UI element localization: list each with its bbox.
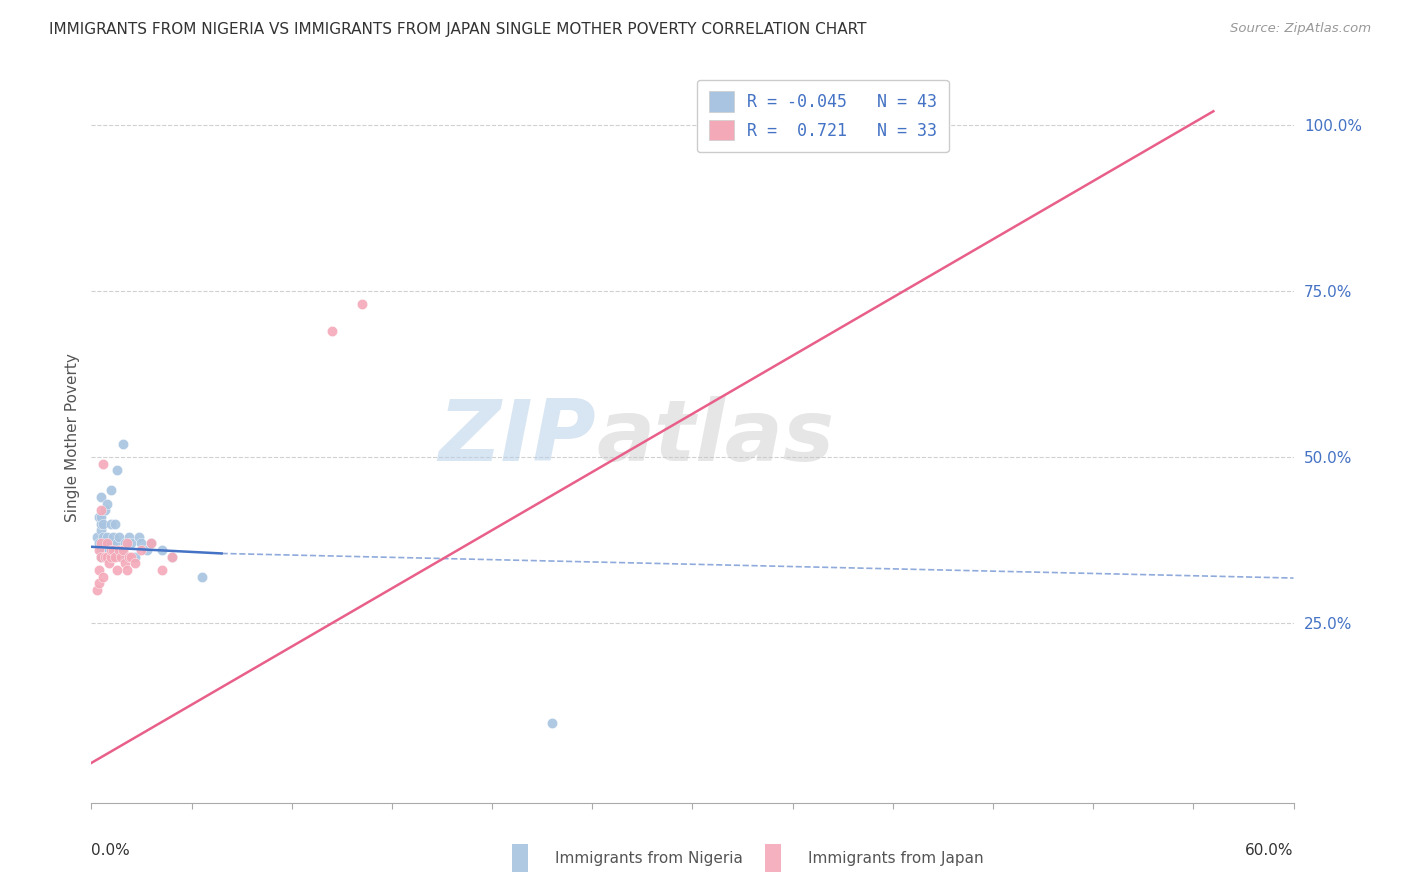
Text: 60.0%: 60.0%: [1246, 843, 1294, 858]
Point: [100, 483, 122, 498]
Point: [98, 557, 121, 571]
Point: [121, 536, 143, 550]
Point: [128, 530, 150, 544]
Point: [90, 549, 112, 564]
Point: [90, 509, 112, 524]
Point: [93, 530, 115, 544]
Point: [107, 463, 129, 477]
Point: [89, 509, 111, 524]
Point: [136, 543, 159, 558]
Text: ZIP: ZIP: [439, 395, 596, 479]
Point: [89, 576, 111, 591]
Point: [94, 536, 117, 550]
Point: [131, 536, 153, 550]
Point: [104, 516, 127, 531]
Point: [150, 543, 173, 558]
Point: [160, 549, 183, 564]
Text: Immigrants from Nigeria: Immigrants from Nigeria: [555, 851, 744, 865]
Point: [89, 563, 111, 577]
Point: [107, 536, 129, 550]
Point: [103, 530, 125, 544]
Point: [104, 543, 127, 558]
Point: [110, 549, 132, 564]
Point: [90, 543, 112, 558]
Point: [90, 490, 112, 504]
Point: [104, 549, 127, 564]
Point: [118, 549, 141, 564]
Point: [321, 324, 343, 338]
Point: [86, 582, 108, 597]
Point: [90, 536, 112, 550]
Point: [131, 543, 153, 558]
Point: [160, 549, 183, 564]
Point: [124, 549, 146, 564]
Text: atlas: atlas: [596, 395, 834, 479]
Point: [108, 543, 131, 558]
Point: [96, 497, 118, 511]
Point: [90, 503, 112, 517]
Point: [110, 543, 132, 558]
Point: [90, 523, 112, 537]
Point: [100, 549, 122, 564]
Point: [107, 563, 129, 577]
Point: [118, 530, 141, 544]
Legend: R = -0.045   N = 43, R =  0.721   N = 33: R = -0.045 N = 43, R = 0.721 N = 33: [697, 79, 949, 152]
Point: [96, 536, 118, 550]
Point: [117, 563, 139, 577]
Point: [103, 543, 125, 558]
Point: [112, 436, 135, 450]
Point: [93, 516, 115, 531]
Point: [114, 536, 136, 550]
Text: Immigrants from Japan: Immigrants from Japan: [808, 851, 984, 865]
Y-axis label: Single Mother Poverty: Single Mother Poverty: [65, 352, 80, 522]
Text: IMMIGRANTS FROM NIGERIA VS IMMIGRANTS FROM JAPAN SINGLE MOTHER POVERTY CORRELATI: IMMIGRANTS FROM NIGERIA VS IMMIGRANTS FR…: [49, 22, 866, 37]
Text: 0.0%: 0.0%: [91, 843, 131, 858]
Point: [100, 536, 122, 550]
Point: [100, 516, 122, 531]
Point: [350, 297, 373, 311]
Point: [86, 530, 108, 544]
Point: [141, 536, 163, 550]
Point: [90, 516, 112, 531]
Point: [93, 457, 115, 471]
Point: [124, 557, 146, 571]
Point: [108, 530, 131, 544]
Point: [94, 549, 117, 564]
Point: [141, 536, 163, 550]
Point: [96, 549, 118, 564]
Point: [89, 536, 111, 550]
Point: [150, 563, 173, 577]
Point: [93, 543, 115, 558]
Point: [98, 543, 121, 558]
Point: [117, 536, 139, 550]
Point: [100, 543, 122, 558]
Point: [96, 549, 118, 564]
Point: [100, 549, 122, 564]
Point: [541, 716, 564, 731]
Point: [94, 503, 117, 517]
Point: [93, 570, 115, 584]
Point: [89, 543, 111, 558]
Point: [114, 557, 136, 571]
Point: [90, 549, 112, 564]
Point: [117, 549, 139, 564]
Point: [96, 530, 118, 544]
Text: Source: ZipAtlas.com: Source: ZipAtlas.com: [1230, 22, 1371, 36]
Point: [190, 570, 212, 584]
Point: [121, 549, 143, 564]
Point: [112, 543, 135, 558]
